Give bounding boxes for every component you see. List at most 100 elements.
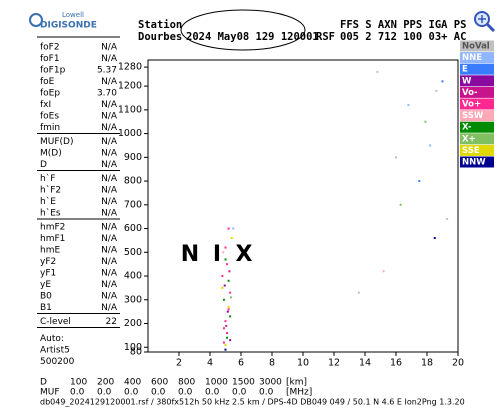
y-tick-label: 1100 xyxy=(118,104,142,115)
d-value: 3000 xyxy=(259,378,282,388)
x-tick-label: 2 xyxy=(176,358,182,369)
muf-value: 0.0 xyxy=(70,388,85,398)
muf-value: 0.0 xyxy=(124,388,139,398)
data-point xyxy=(227,227,230,230)
data-point xyxy=(446,218,449,221)
data-point xyxy=(227,308,230,311)
legend-swatch xyxy=(460,133,494,145)
data-point xyxy=(221,286,224,289)
y-tick-label: 100 xyxy=(124,342,142,353)
x-tick-label: 10 xyxy=(297,358,309,369)
param-value: N/A xyxy=(101,197,118,207)
zoom-icon[interactable] xyxy=(474,11,496,33)
data-point xyxy=(222,341,225,344)
param-value: 5.37 xyxy=(97,66,117,76)
param-value: N/A xyxy=(101,257,118,267)
y-tick-label: 80 xyxy=(130,347,142,358)
x-tick-label: 18 xyxy=(421,358,433,369)
x-tick-label: 4 xyxy=(207,358,213,369)
y-tick-label: 1280 xyxy=(118,62,142,73)
datetime: 2024 May08 129 120001 xyxy=(186,31,319,43)
highlight-ellipse xyxy=(180,9,306,51)
data-point xyxy=(441,80,444,83)
param-name: foE xyxy=(40,77,55,87)
legend-label: NoVal xyxy=(462,42,490,52)
data-point xyxy=(407,104,410,107)
station-label: Station xyxy=(138,19,182,31)
x-tick-label: 8 xyxy=(269,358,275,369)
annotation: X xyxy=(236,242,253,267)
y-tick-label: 300 xyxy=(124,294,142,305)
data-point xyxy=(222,327,225,330)
y-tick-label: 200 xyxy=(124,318,142,329)
data-point xyxy=(224,343,227,346)
muf-value: 0.0 xyxy=(97,388,112,398)
legend-label: W xyxy=(462,76,472,86)
plot-frame xyxy=(147,59,459,353)
param-name: fxI xyxy=(40,100,51,110)
d-value: 800 xyxy=(178,378,195,388)
data-point xyxy=(433,237,436,240)
legend-label: NNE xyxy=(462,53,482,63)
data-point xyxy=(224,258,227,261)
param-name: yE xyxy=(40,280,51,290)
muf-label: MUF xyxy=(40,388,60,398)
data-point xyxy=(224,348,227,351)
muf-value: 0.0 xyxy=(205,388,220,398)
data-point xyxy=(222,251,225,254)
y-tick-label: 900 xyxy=(124,152,142,163)
x-tick-label: 14 xyxy=(359,358,371,369)
d-value: 200 xyxy=(97,378,114,388)
param-value: N/A xyxy=(101,186,118,196)
data-point xyxy=(222,298,225,301)
muf-value: 0.0 xyxy=(178,388,193,398)
x-tick-label: 20 xyxy=(452,358,464,369)
logo-bottom: DIGISONDE xyxy=(40,21,97,31)
legend-swatch xyxy=(460,63,494,75)
legend-swatch xyxy=(460,98,494,110)
y-tick-label: 600 xyxy=(124,223,142,234)
param-name: C-level xyxy=(40,317,71,327)
param-name: hmE xyxy=(40,246,60,256)
param-note: Auto: xyxy=(40,334,64,344)
param-name: fmin xyxy=(40,123,60,133)
param-name: foF2 xyxy=(40,43,60,53)
legend-label: NNW xyxy=(462,158,486,168)
param-value: N/A xyxy=(101,149,118,159)
d-value: 600 xyxy=(151,378,168,388)
data-point xyxy=(229,291,232,294)
param-name: h`Es xyxy=(40,208,61,219)
d-value: 1000 xyxy=(205,378,228,388)
data-point xyxy=(221,275,224,278)
data-point xyxy=(223,284,226,287)
param-value: N/A xyxy=(101,234,118,244)
muf-value: 0.0 xyxy=(259,388,274,398)
data-point xyxy=(227,305,230,308)
data-point xyxy=(229,296,232,299)
param-name: foF1p xyxy=(40,66,66,76)
param-value: N/A xyxy=(101,123,118,133)
param-name: yF2 xyxy=(40,257,56,267)
param-value: N/A xyxy=(101,280,118,290)
param-name: yF1 xyxy=(40,269,56,279)
y-tick-label: 500 xyxy=(124,247,142,258)
param-name: MUF(D) xyxy=(40,137,73,147)
data-point xyxy=(229,339,232,342)
legend-swatch xyxy=(460,75,494,87)
column-values: 005 2 712 100 03+ AC xyxy=(340,31,466,43)
data-point xyxy=(228,270,231,273)
param-value: N/A xyxy=(101,174,118,184)
y-tick-label: 700 xyxy=(124,199,142,210)
param-value: N/A xyxy=(101,209,118,219)
d-value: 1500 xyxy=(232,378,255,388)
data-point xyxy=(226,310,229,313)
muf-value: 0.0 xyxy=(232,388,247,398)
data-point xyxy=(357,291,360,294)
param-name: h`F xyxy=(40,173,55,184)
data-point xyxy=(227,279,230,282)
annotation: I xyxy=(213,242,221,267)
station: Dourbes xyxy=(138,31,182,43)
legend-label: Vo+ xyxy=(462,100,481,110)
param-value: N/A xyxy=(101,246,118,256)
legend-swatch xyxy=(460,52,494,64)
